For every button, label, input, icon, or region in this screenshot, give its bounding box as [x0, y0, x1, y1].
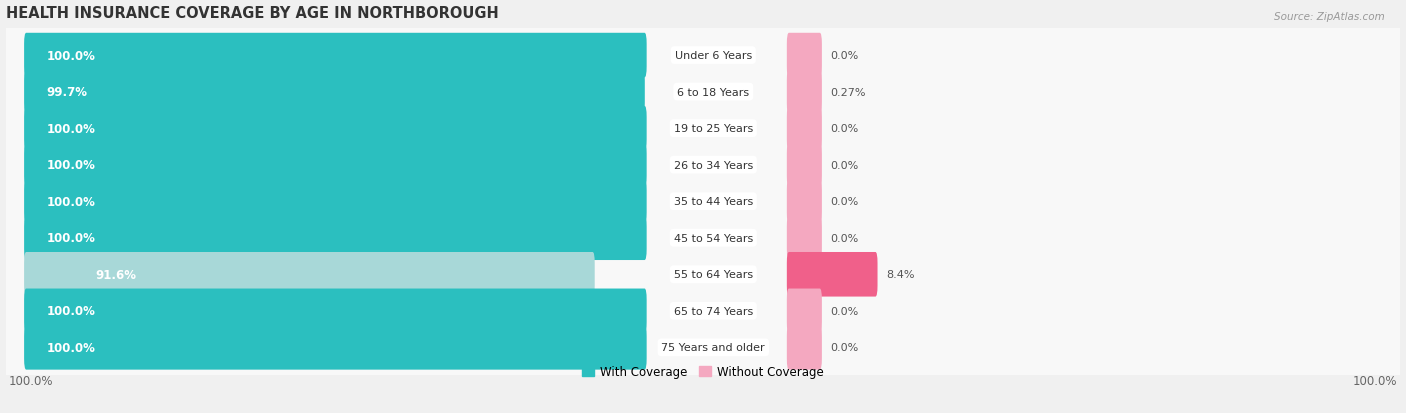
Text: 100.0%: 100.0%: [46, 195, 96, 208]
FancyBboxPatch shape: [24, 34, 647, 78]
Text: 55 to 64 Years: 55 to 64 Years: [673, 270, 752, 280]
FancyBboxPatch shape: [3, 242, 1403, 307]
FancyBboxPatch shape: [787, 70, 823, 115]
Text: 19 to 25 Years: 19 to 25 Years: [673, 124, 754, 134]
Text: 100.0%: 100.0%: [46, 341, 96, 354]
Text: 0.0%: 0.0%: [830, 51, 859, 61]
Text: 0.27%: 0.27%: [830, 88, 866, 97]
Text: 91.6%: 91.6%: [94, 268, 136, 281]
FancyBboxPatch shape: [787, 216, 823, 261]
Text: 0.0%: 0.0%: [830, 124, 859, 134]
FancyBboxPatch shape: [24, 143, 647, 188]
Text: 75 Years and older: 75 Years and older: [661, 342, 765, 353]
FancyBboxPatch shape: [3, 279, 1403, 344]
FancyBboxPatch shape: [787, 107, 823, 151]
Text: 100.0%: 100.0%: [46, 50, 96, 62]
Text: 100.0%: 100.0%: [1353, 374, 1398, 387]
FancyBboxPatch shape: [3, 96, 1403, 161]
FancyBboxPatch shape: [24, 252, 595, 297]
FancyBboxPatch shape: [787, 143, 823, 188]
Text: 6 to 18 Years: 6 to 18 Years: [678, 88, 749, 97]
FancyBboxPatch shape: [24, 180, 647, 224]
FancyBboxPatch shape: [787, 252, 877, 297]
Text: 99.7%: 99.7%: [46, 86, 87, 99]
Text: Under 6 Years: Under 6 Years: [675, 51, 752, 61]
Legend: With Coverage, Without Coverage: With Coverage, Without Coverage: [578, 361, 828, 383]
Text: 0.0%: 0.0%: [830, 233, 859, 243]
FancyBboxPatch shape: [3, 206, 1403, 271]
Text: 45 to 54 Years: 45 to 54 Years: [673, 233, 754, 243]
FancyBboxPatch shape: [24, 289, 647, 333]
FancyBboxPatch shape: [787, 180, 823, 224]
FancyBboxPatch shape: [787, 34, 823, 78]
FancyBboxPatch shape: [3, 315, 1403, 380]
FancyBboxPatch shape: [3, 133, 1403, 198]
FancyBboxPatch shape: [787, 325, 823, 370]
Text: 0.0%: 0.0%: [830, 160, 859, 170]
Text: 0.0%: 0.0%: [830, 306, 859, 316]
Text: 100.0%: 100.0%: [46, 232, 96, 244]
Text: 8.4%: 8.4%: [886, 270, 914, 280]
Text: 100.0%: 100.0%: [8, 374, 53, 387]
Text: Source: ZipAtlas.com: Source: ZipAtlas.com: [1274, 12, 1385, 22]
FancyBboxPatch shape: [24, 216, 647, 261]
Text: 65 to 74 Years: 65 to 74 Years: [673, 306, 754, 316]
FancyBboxPatch shape: [787, 289, 823, 333]
Text: 100.0%: 100.0%: [46, 122, 96, 135]
FancyBboxPatch shape: [3, 24, 1403, 88]
Text: 26 to 34 Years: 26 to 34 Years: [673, 160, 754, 170]
FancyBboxPatch shape: [24, 325, 647, 370]
FancyBboxPatch shape: [3, 60, 1403, 125]
FancyBboxPatch shape: [3, 169, 1403, 234]
Text: 35 to 44 Years: 35 to 44 Years: [673, 197, 754, 207]
Text: 100.0%: 100.0%: [46, 304, 96, 318]
FancyBboxPatch shape: [24, 107, 647, 151]
Text: 0.0%: 0.0%: [830, 197, 859, 207]
Text: 0.0%: 0.0%: [830, 342, 859, 353]
Text: 100.0%: 100.0%: [46, 159, 96, 172]
Text: HEALTH INSURANCE COVERAGE BY AGE IN NORTHBOROUGH: HEALTH INSURANCE COVERAGE BY AGE IN NORT…: [6, 5, 498, 21]
FancyBboxPatch shape: [24, 70, 645, 115]
